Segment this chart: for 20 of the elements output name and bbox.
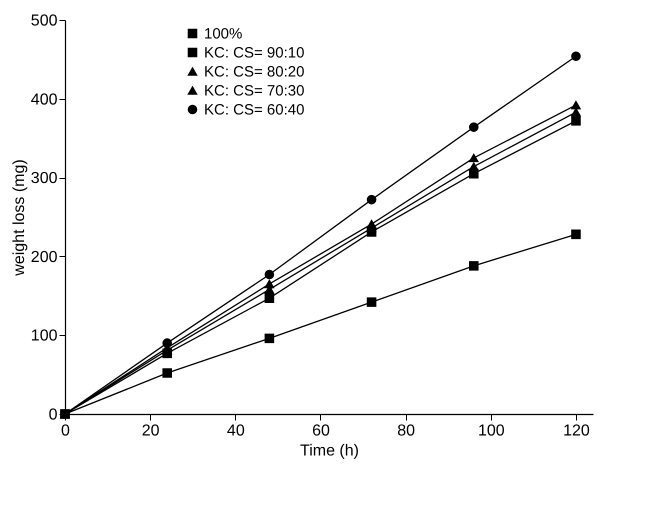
- y-tick-label: 400: [30, 91, 58, 108]
- x-tick-label: 60: [312, 422, 330, 440]
- x-tick-label: 40: [226, 422, 245, 440]
- legend-label: KC: CS= 90:10: [204, 44, 304, 62]
- legend-label: KC: CS= 60:40: [204, 102, 304, 118]
- legend-label: KC: CS= 80:20: [204, 64, 304, 80]
- x-tick-label: 0: [61, 422, 70, 440]
- y-tick-label: 200: [30, 248, 58, 266]
- y-tick-label: 0: [48, 406, 58, 424]
- x-tick-label: 100: [478, 422, 505, 440]
- x-tick-label: 20: [142, 422, 160, 440]
- x-tick-label: 120: [563, 422, 590, 440]
- x-axis-title: Time (h): [300, 442, 359, 460]
- y-axis-title: weight loss (mg): [10, 159, 28, 277]
- y-tick-label: 100: [30, 328, 58, 345]
- x-tick-label: 80: [397, 422, 416, 440]
- y-tick-label: 300: [30, 170, 58, 188]
- legend-label: KC: CS= 70:30: [204, 82, 304, 100]
- legend-label: 100%: [204, 26, 242, 42]
- y-tick-label: 500: [30, 12, 58, 30]
